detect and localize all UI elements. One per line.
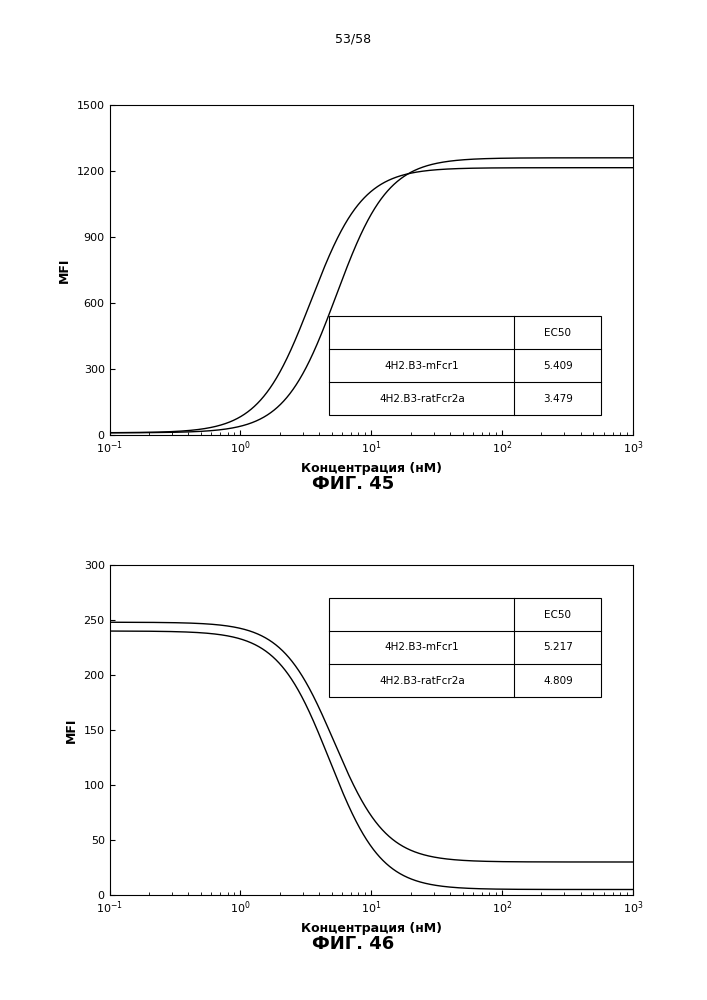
Text: EC50: EC50: [544, 609, 571, 619]
Text: 4H2.B3-mFcr1: 4H2.B3-mFcr1: [385, 361, 459, 371]
Y-axis label: MFI: MFI: [58, 257, 71, 283]
Text: 4H2.B3-ratFcr2a: 4H2.B3-ratFcr2a: [379, 394, 464, 404]
Text: 3.479: 3.479: [543, 394, 573, 404]
Text: 5.217: 5.217: [543, 643, 573, 652]
Text: 4H2.B3-ratFcr2a: 4H2.B3-ratFcr2a: [379, 676, 464, 686]
Text: 4.809: 4.809: [543, 676, 573, 686]
Text: ФИГ. 45: ФИГ. 45: [312, 475, 395, 493]
FancyBboxPatch shape: [329, 598, 602, 697]
Text: 53/58: 53/58: [335, 32, 372, 45]
Text: 4H2.B3-mFcr1: 4H2.B3-mFcr1: [385, 643, 459, 652]
Text: ФИГ. 46: ФИГ. 46: [312, 935, 395, 953]
Text: 5.409: 5.409: [543, 361, 573, 371]
Y-axis label: MFI: MFI: [65, 717, 78, 743]
FancyBboxPatch shape: [329, 316, 602, 415]
X-axis label: Концентрация (нМ): Концентрация (нМ): [300, 922, 442, 935]
Text: EC50: EC50: [544, 328, 571, 338]
X-axis label: Концентрация (нМ): Концентрация (нМ): [300, 462, 442, 475]
